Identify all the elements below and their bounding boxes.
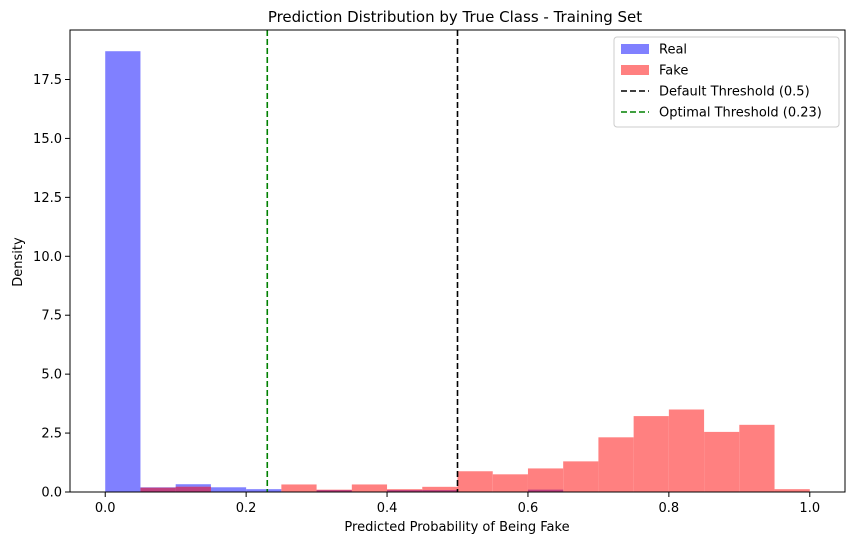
y-tick-label: 10.0	[33, 250, 62, 265]
plot-frame	[69, 29, 846, 493]
bar-fake-13	[563, 461, 599, 492]
bar-fake-9	[422, 486, 458, 492]
y-axis: 0.0 2.5 5.0 7.5 10.0 12.5 15.0 17.5	[33, 73, 70, 501]
legend-label: Real	[659, 43, 687, 58]
bar-overlap-6	[316, 490, 352, 492]
bar-real-4	[246, 489, 282, 492]
chart-title: Prediction Distribution by True Class - …	[268, 8, 642, 26]
y-tick-label: 2.5	[41, 427, 62, 442]
legend-swatch	[621, 65, 649, 75]
x-tick-label: 0.8	[659, 501, 680, 516]
legend-label: Fake	[659, 64, 688, 79]
bar-fake-11	[492, 474, 528, 492]
bar-real-3	[210, 487, 247, 492]
y-tick-label: 0.0	[41, 486, 62, 501]
y-tick-label: 17.5	[33, 73, 62, 88]
x-tick-label: 0.2	[236, 501, 257, 516]
x-tick-label: 0.6	[518, 501, 539, 516]
y-tick-label: 7.5	[41, 309, 62, 324]
bar-fake-7	[351, 484, 388, 492]
x-tick-label: 0.4	[377, 501, 398, 516]
y-tick-label: 12.5	[33, 191, 62, 206]
x-tick-label: 0.0	[95, 501, 116, 516]
x-tick-label: 1.0	[799, 501, 820, 516]
bar-real-0	[105, 51, 141, 492]
y-axis-label: Density	[11, 237, 26, 287]
bar-fake-5	[281, 484, 317, 492]
legend-label: Optimal Threshold (0.23)	[659, 106, 822, 121]
bar-fake-18	[739, 424, 775, 492]
legend-swatch	[621, 44, 649, 54]
legend: Real Fake Default Threshold (0.5) Optimal T…	[613, 36, 840, 128]
legend-box	[613, 36, 840, 128]
plot-area	[69, 29, 846, 493]
bar-fake-19	[774, 489, 810, 492]
bar-overlap-2	[175, 486, 211, 492]
bar-fake-16	[668, 409, 705, 492]
bar-fake-17	[704, 431, 740, 492]
y-tick-label: 15.0	[33, 132, 62, 147]
x-axis: 0.0 0.2 0.4 0.6 0.8 1.0	[95, 492, 820, 516]
bar-overlap-1	[140, 487, 176, 492]
x-axis-label: Predicted Probability of Being Fake	[344, 520, 569, 535]
bar-fake-10	[457, 471, 493, 492]
legend-label: Default Threshold (0.5)	[659, 85, 810, 100]
bar-overlap-8	[387, 490, 423, 492]
bar-fake-15	[633, 416, 669, 492]
bar-fake-14	[598, 437, 634, 492]
bar-overlap-9	[422, 490, 458, 492]
y-tick-label: 5.0	[41, 368, 62, 383]
bar-fake-12	[527, 468, 564, 492]
bar-overlap-12	[527, 489, 564, 492]
